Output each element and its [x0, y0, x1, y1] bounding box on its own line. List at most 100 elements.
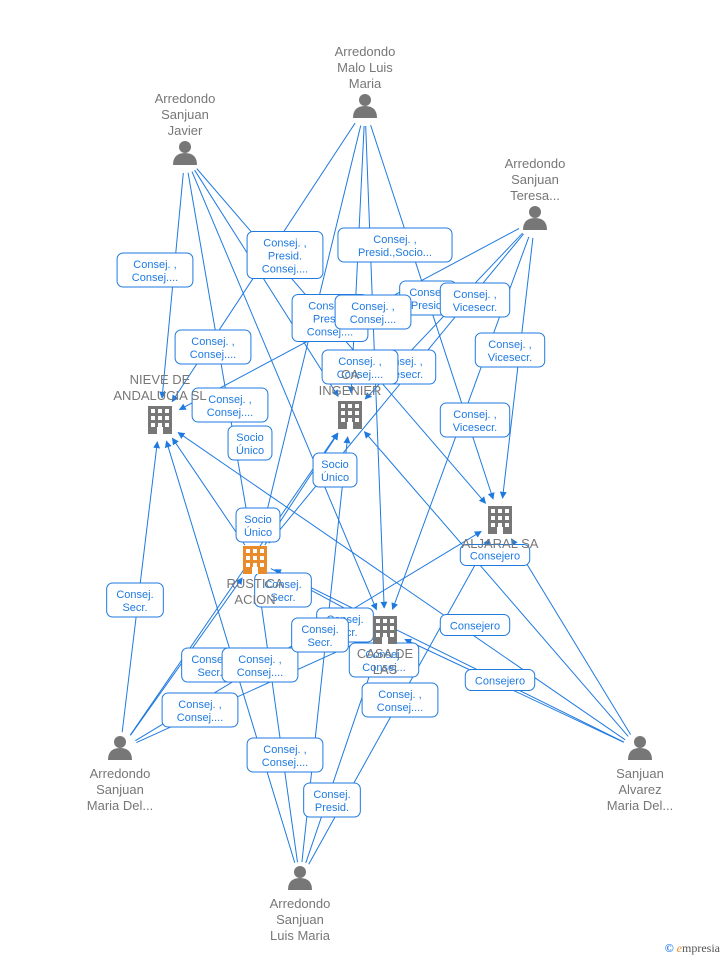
svg-text:Consej. ,: Consej. , [351, 301, 394, 313]
svg-text:Consej. ,: Consej. , [488, 339, 531, 351]
svg-text:Único: Único [321, 471, 349, 484]
node-label: CASA DE [357, 646, 414, 661]
node-label: CA [341, 367, 359, 382]
edge-label: Consej. ,Vicesecr. [440, 403, 509, 437]
company-node[interactable] [148, 406, 172, 434]
edge-label: Consej. ,Consej.... [162, 693, 238, 727]
svg-text:Consej....: Consej.... [190, 349, 236, 361]
svg-text:Único: Único [236, 444, 264, 457]
node-label: ACION [234, 592, 275, 607]
edge-label: SocioÚnico [228, 426, 272, 460]
node-label: Arredondo [505, 156, 566, 171]
edge-label: Consej. ,Vicesecr. [440, 283, 509, 317]
node-label: Luis Maria [270, 928, 331, 943]
node-label: Sanjuan [276, 912, 324, 927]
node-label: Arredondo [155, 91, 216, 106]
svg-text:Consej. ,: Consej. , [378, 689, 421, 701]
node-label: Sanjuan [616, 766, 664, 781]
node-label: Maria Del... [607, 798, 673, 813]
node-label: Sanjuan [96, 782, 144, 797]
person-node[interactable] [173, 141, 197, 165]
node-label: INGENIER [319, 383, 382, 398]
node-label: RUSTICA [226, 576, 283, 591]
svg-text:Presid.,Socio...: Presid.,Socio... [358, 247, 432, 259]
watermark-brand-rest: mpresia [682, 941, 720, 955]
company-node[interactable] [373, 616, 397, 644]
edge-label: Consej. ,Presid.,Socio... [338, 228, 452, 262]
svg-text:Consej. ,: Consej. , [373, 234, 416, 246]
svg-text:Presid.: Presid. [315, 802, 349, 814]
svg-text:Consej. ,: Consej. , [263, 238, 306, 250]
svg-text:Consej.: Consej. [313, 789, 350, 801]
svg-text:Presid.: Presid. [268, 251, 302, 263]
edge-label: Consej. ,Consej.... [362, 683, 438, 717]
svg-text:Consej....: Consej.... [207, 407, 253, 419]
svg-text:Consej....: Consej.... [262, 264, 308, 276]
edge-label: Consej. ,Consej.... [117, 253, 193, 287]
node-label: Alvarez [618, 782, 661, 797]
person-node[interactable] [288, 866, 312, 890]
edge [511, 539, 630, 735]
network-graph: Consej. ,Consej....Consej. ,Presid.Conse… [0, 0, 728, 960]
svg-text:Consej. ,: Consej. , [453, 289, 496, 301]
svg-text:Socio: Socio [244, 514, 272, 526]
svg-text:Consej....: Consej.... [132, 272, 178, 284]
edge-label: Consej.Secr. [107, 583, 164, 617]
svg-text:Consej.: Consej. [116, 589, 153, 601]
svg-text:Consejero: Consejero [470, 551, 520, 563]
svg-text:Consej.: Consej. [301, 624, 338, 636]
person-node[interactable] [108, 736, 132, 760]
node-label: NIEVE DE [130, 372, 191, 387]
node-label: Malo Luis [337, 60, 393, 75]
edge-label: Consejero [465, 670, 534, 691]
person-node[interactable] [353, 94, 377, 118]
node-label: Maria [349, 76, 382, 91]
svg-text:Consej....: Consej.... [350, 314, 396, 326]
node-label: Sanjuan [161, 107, 209, 122]
svg-text:Vicesecr.: Vicesecr. [488, 352, 532, 364]
edge-label: Consej. ,Consej.... [222, 648, 298, 682]
svg-text:Socio: Socio [321, 459, 349, 471]
node-label: Arredondo [270, 896, 331, 911]
watermark: © empresia [665, 941, 720, 956]
edge-label: Consej.Presid. [304, 783, 361, 817]
edge-label: Consej. ,Consej.... [322, 350, 398, 384]
svg-text:Consej. ,: Consej. , [191, 336, 234, 348]
node-label: Maria Del... [87, 798, 153, 813]
svg-text:Consej....: Consej.... [377, 702, 423, 714]
edge-label: Consejero [440, 615, 509, 636]
svg-text:Consej....: Consej.... [177, 712, 223, 724]
edge [503, 238, 533, 498]
svg-text:Consej. ,: Consej. , [133, 259, 176, 271]
edge-label: SocioÚnico [313, 453, 357, 487]
svg-text:Consej. ,: Consej. , [208, 394, 251, 406]
edge-label: Consej. ,Presid.Consej.... [247, 232, 323, 279]
edge-label: SocioÚnico [236, 508, 280, 542]
watermark-copyright: © [665, 941, 674, 955]
svg-text:Secr.: Secr. [197, 667, 222, 679]
svg-text:Socio: Socio [236, 432, 264, 444]
company-node[interactable] [338, 401, 362, 429]
node-label: Arredondo [90, 766, 151, 781]
svg-text:Vicesecr.: Vicesecr. [453, 302, 497, 314]
edge-label: Consej. ,Consej.... [175, 330, 251, 364]
edge-label: Consej.Secr. [292, 618, 349, 652]
node-label: Teresa... [510, 188, 560, 203]
edge-label: Consej. ,Consej.... [335, 295, 411, 329]
node-label: ANDALUCIA SL [113, 388, 206, 403]
person-node[interactable] [628, 736, 652, 760]
person-node[interactable] [523, 206, 547, 230]
company-node[interactable] [243, 546, 267, 574]
svg-text:Consejero: Consejero [450, 621, 500, 633]
edge [269, 234, 524, 543]
svg-text:Consej. ,: Consej. , [178, 699, 221, 711]
node-label: ALJARAL SA [462, 536, 539, 551]
svg-text:Secr.: Secr. [307, 637, 332, 649]
svg-text:Consej. ,: Consej. , [453, 409, 496, 421]
svg-text:Secr.: Secr. [122, 602, 147, 614]
node-label: Javier [168, 123, 203, 138]
company-node[interactable] [488, 506, 512, 534]
svg-text:Consej. ,: Consej. , [238, 654, 281, 666]
svg-text:Vicesecr.: Vicesecr. [453, 422, 497, 434]
edge-label: Consej. ,Consej.... [247, 738, 323, 772]
